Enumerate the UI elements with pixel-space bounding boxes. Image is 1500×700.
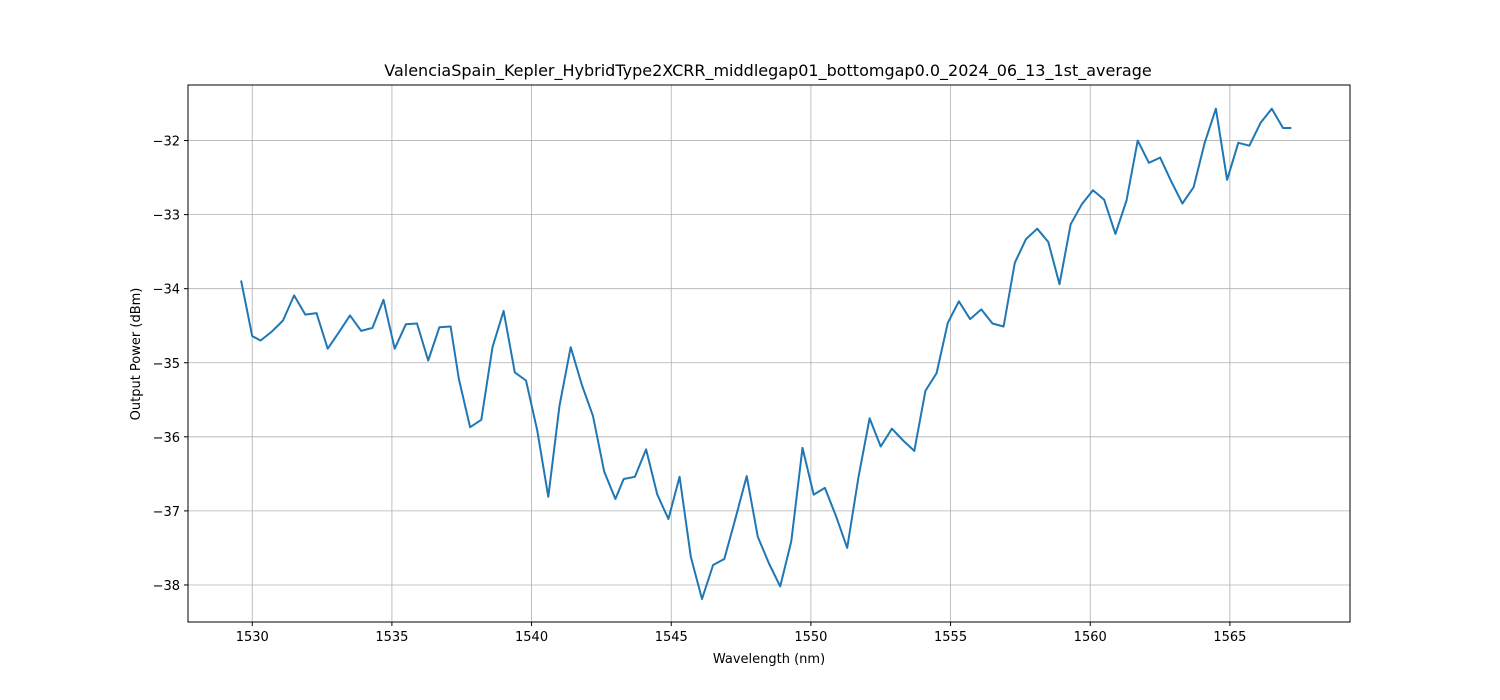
x-tick-label: 1545 [655, 630, 688, 645]
series-line [240, 107, 1292, 600]
x-axis-ticks: 1530 1535 1540 1545 1550 1555 1560 1565 [236, 622, 1246, 645]
x-tick-label: 1530 [236, 630, 269, 645]
y-tick-label: −32 [153, 135, 180, 150]
chart-title: ValenciaSpain_Kepler_HybridType2XCRR_mid… [384, 61, 1151, 81]
y-axis-label: Output Power (dBm) [129, 288, 144, 421]
x-tick-label: 1550 [794, 630, 827, 645]
x-tick-label: 1565 [1213, 630, 1246, 645]
y-axis-ticks: −38 −37 −36 −35 −34 −33 −32 [153, 135, 188, 594]
y-tick-label: −33 [153, 209, 180, 224]
y-tick-label: −38 [153, 579, 180, 594]
x-tick-label: 1555 [934, 630, 967, 645]
y-tick-label: −36 [153, 431, 180, 446]
y-tick-label: −37 [153, 505, 180, 520]
x-axis-label: Wavelength (nm) [713, 652, 825, 667]
x-tick-label: 1540 [515, 630, 548, 645]
plot-frame [187, 84, 1351, 623]
x-tick-label: 1560 [1074, 630, 1107, 645]
x-tick-label: 1535 [375, 630, 408, 645]
y-tick-label: −35 [153, 357, 180, 372]
y-tick-label: −34 [153, 283, 180, 298]
grid-lines [188, 85, 1350, 622]
